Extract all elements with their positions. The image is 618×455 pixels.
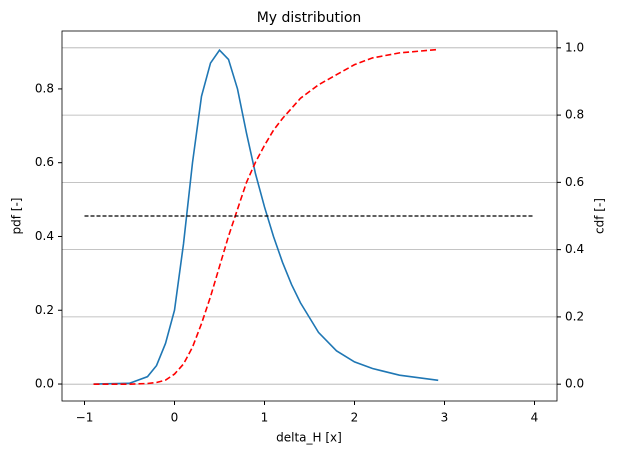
plot-frame <box>61 30 558 402</box>
x-tick-label: 0 <box>171 411 179 425</box>
y2-axis-label: cdf [-] <box>593 198 607 234</box>
chart-title: My distribution <box>257 10 362 26</box>
y-tick-label: 0.2 <box>35 303 54 317</box>
y2-tick-label: 0.8 <box>565 108 584 122</box>
x-tick-label: −1 <box>76 411 94 425</box>
x-axis-label: delta_H [x] <box>276 431 342 445</box>
series-line <box>93 48 439 385</box>
y-tick-label: 0.4 <box>35 229 54 243</box>
x-tick-label: 1 <box>261 411 269 425</box>
y2-tick-label: 1.0 <box>565 40 584 54</box>
y-tick-label: 0.8 <box>35 81 54 95</box>
y-axis-label: pdf [-] <box>10 198 24 235</box>
y-tick-label: 0.0 <box>35 377 54 391</box>
y2-tick-label: 0.4 <box>565 242 584 256</box>
y2-tick-label: 0.0 <box>565 377 584 391</box>
x-tick-label: 2 <box>351 411 359 425</box>
series-line <box>93 48 439 385</box>
y2-tick-label: 0.2 <box>565 309 584 323</box>
y-tick-label: 0.6 <box>35 155 54 169</box>
x-tick-label: 3 <box>441 411 449 425</box>
y2-tick-label: 0.6 <box>565 175 584 189</box>
x-tick-label: 4 <box>531 411 539 425</box>
